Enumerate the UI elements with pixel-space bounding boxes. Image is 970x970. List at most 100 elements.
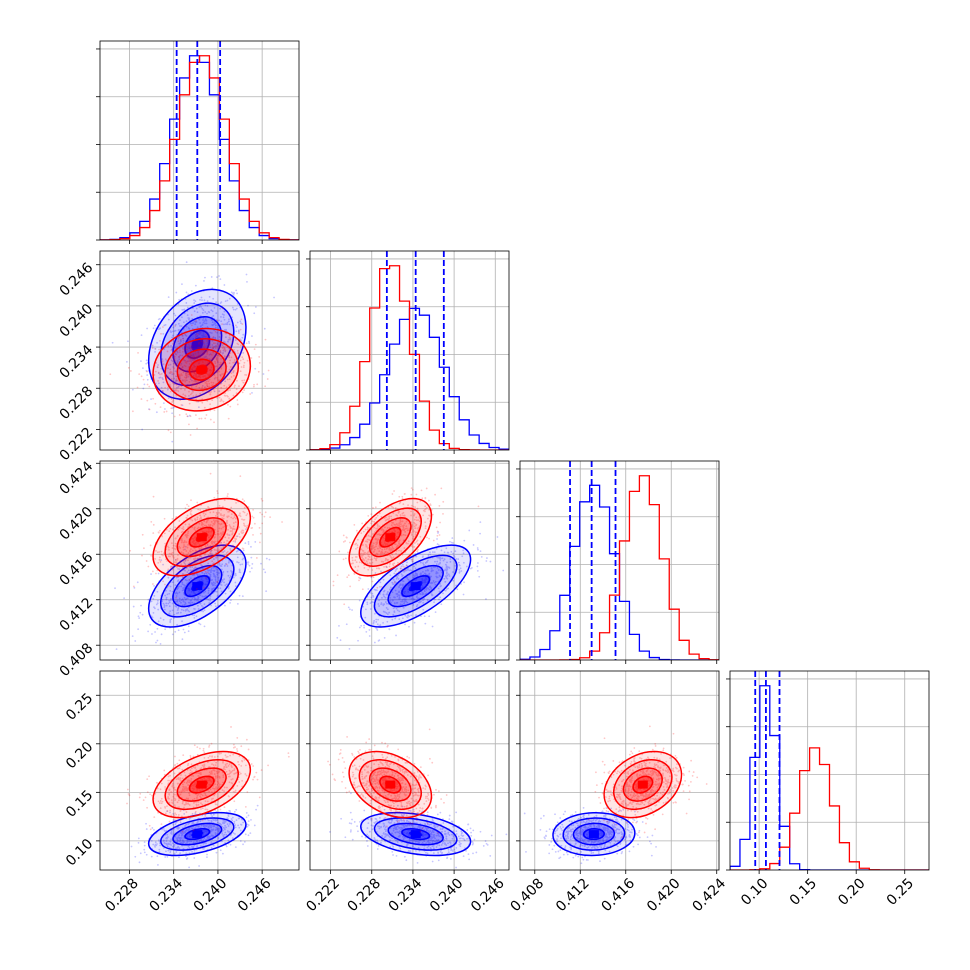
sample-point	[222, 400, 225, 403]
sample-point	[203, 609, 206, 612]
sample-point	[158, 558, 161, 561]
panel-content	[109, 261, 275, 443]
sample-point	[137, 837, 140, 840]
sample-point	[251, 526, 254, 529]
sample-point	[210, 332, 213, 334]
sample-point	[155, 603, 158, 606]
sample-point	[134, 855, 137, 858]
sample-point	[468, 529, 471, 532]
sample-point	[184, 601, 187, 604]
sample-point	[218, 512, 220, 514]
sample-point	[223, 355, 226, 358]
sample-point	[206, 342, 209, 345]
sample-point	[432, 539, 435, 542]
sample-point	[167, 602, 170, 605]
sample-point	[154, 370, 157, 373]
sample-point	[194, 352, 197, 355]
sample-point	[211, 583, 214, 586]
sample-point	[204, 318, 207, 321]
sample-point	[191, 317, 194, 320]
sample-point	[207, 589, 210, 592]
sample-point	[182, 359, 185, 361]
panel-content	[310, 251, 509, 450]
sample-point	[162, 363, 165, 366]
sample-point	[222, 316, 225, 319]
sample-point	[226, 570, 229, 573]
sample-point	[189, 353, 192, 356]
sample-point	[164, 386, 167, 389]
sample-point	[187, 505, 190, 508]
sample-point	[179, 342, 182, 345]
sample-point	[183, 593, 186, 596]
sample-point	[198, 395, 201, 397]
sample-point	[250, 545, 252, 548]
sample-point	[182, 628, 185, 631]
sample-point	[193, 573, 196, 576]
sample-point	[238, 332, 240, 334]
sample-point	[259, 511, 262, 514]
sample-point	[177, 819, 180, 822]
sample-point	[203, 342, 205, 345]
sample-point	[486, 557, 488, 559]
sample-point	[216, 276, 218, 279]
sample-point	[185, 413, 188, 416]
sample-point	[202, 512, 205, 515]
sample-point	[436, 543, 439, 545]
sample-point	[136, 386, 139, 389]
sample-point	[189, 357, 192, 360]
sample-point	[206, 856, 208, 859]
sample-point	[162, 378, 164, 381]
sample-point	[150, 343, 152, 345]
sample-point	[210, 354, 213, 356]
sample-point	[215, 312, 218, 315]
sample-point	[159, 327, 161, 330]
sample-point	[156, 627, 159, 630]
sample-point	[186, 582, 189, 585]
sample-point	[153, 606, 155, 609]
y-tick-label-1-2: 0.234	[57, 342, 97, 382]
sample-point	[439, 521, 442, 524]
sample-point	[232, 544, 234, 547]
sample-point	[207, 391, 209, 393]
sample-point	[222, 515, 225, 517]
sample-point	[155, 411, 158, 414]
sample-point	[185, 541, 188, 544]
sample-point	[211, 578, 214, 581]
sample-point	[246, 280, 248, 283]
sample-point	[166, 388, 169, 391]
sample-point	[177, 385, 180, 388]
sample-point	[171, 440, 174, 443]
sample-point	[214, 515, 217, 517]
sample-point	[194, 557, 197, 560]
sample-point	[188, 347, 191, 350]
sample-point	[215, 301, 218, 303]
sample-point	[190, 577, 192, 580]
sample-point	[175, 353, 178, 356]
sample-point	[215, 851, 218, 854]
sample-point	[218, 544, 221, 547]
sample-point	[190, 354, 192, 357]
sample-point	[195, 320, 197, 322]
sample-point	[193, 371, 196, 374]
sample-point	[190, 368, 193, 370]
sample-point	[207, 528, 210, 531]
sample-point	[189, 339, 191, 341]
sample-point	[233, 348, 235, 351]
sample-point	[174, 370, 177, 373]
sample-point	[380, 585, 383, 588]
sample-point	[187, 318, 190, 321]
sample-point	[190, 554, 192, 556]
sample-point	[227, 587, 230, 590]
sample-point	[247, 563, 249, 565]
sample-point	[244, 373, 247, 376]
sample-point	[155, 572, 157, 575]
sample-point	[181, 598, 184, 601]
sample-point	[222, 352, 224, 354]
sample-point	[194, 557, 197, 560]
sample-point	[188, 360, 191, 363]
sample-point	[188, 317, 191, 320]
sample-point	[208, 507, 211, 510]
sample-point	[174, 380, 177, 383]
sample-point	[187, 343, 190, 346]
sample-point	[189, 348, 192, 350]
